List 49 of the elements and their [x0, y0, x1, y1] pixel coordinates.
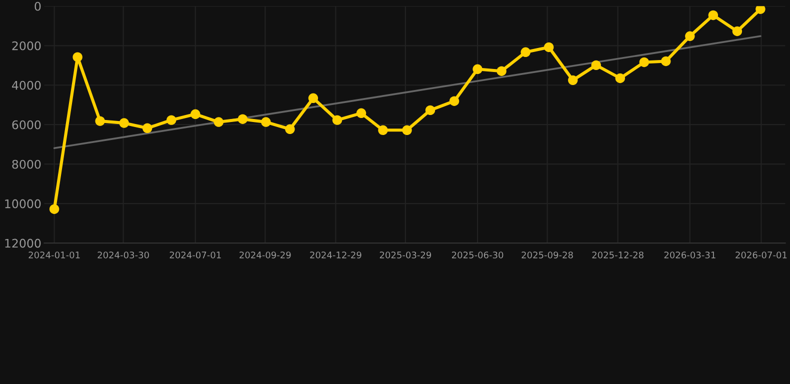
x-tick-label: 2025-03-29: [380, 252, 432, 258]
point: [496, 66, 506, 76]
x-tick-label: 2025-06-30: [452, 252, 504, 258]
point: [356, 108, 366, 118]
point: [591, 60, 601, 70]
y-tick-label: 0: [34, 2, 41, 11]
y-tick-label: 10000: [5, 199, 41, 208]
point: [685, 31, 695, 42]
y-tick-label: 12000: [5, 238, 41, 248]
x-tick-label: 2025-12-28: [592, 252, 644, 258]
point: [378, 125, 388, 135]
x-tick-label: 2024-01-01: [28, 252, 80, 258]
point: [402, 125, 412, 135]
point: [119, 118, 129, 128]
x-tick-label: 2026-03-31: [664, 252, 716, 258]
point: [661, 56, 671, 66]
x-tick-label: 2026-07-01: [736, 252, 787, 258]
point: [308, 93, 318, 104]
point: [708, 10, 718, 20]
point: [285, 124, 295, 134]
x-tick-label: 2024-09-29: [240, 252, 291, 258]
point: [732, 26, 742, 36]
point: [190, 109, 200, 120]
point: [49, 204, 60, 214]
point: [615, 73, 626, 84]
point: [166, 115, 176, 125]
point: [142, 123, 152, 134]
y-tick-label: 6000: [12, 120, 41, 130]
point: [568, 75, 578, 86]
point: [472, 64, 482, 74]
y-tick-label: 4000: [12, 80, 41, 90]
point: [238, 114, 248, 124]
point: [449, 96, 460, 106]
point: [544, 42, 554, 52]
point: [261, 117, 271, 127]
point: [425, 105, 436, 116]
x-tick-label: 2024-07-01: [170, 252, 221, 258]
point: [520, 47, 530, 58]
point: [214, 117, 224, 127]
y-tick-label: 2000: [12, 41, 41, 50]
x-tick-label: 2024-12-29: [310, 252, 362, 258]
y-tick-label: 8000: [12, 160, 41, 169]
x-tick-label: 2024-03-30: [98, 252, 149, 258]
x-tick-label: 2025-09-28: [522, 252, 573, 258]
point: [332, 115, 342, 125]
point: [72, 52, 82, 62]
point: [95, 116, 105, 126]
point: [639, 57, 650, 68]
point: [756, 6, 766, 14]
